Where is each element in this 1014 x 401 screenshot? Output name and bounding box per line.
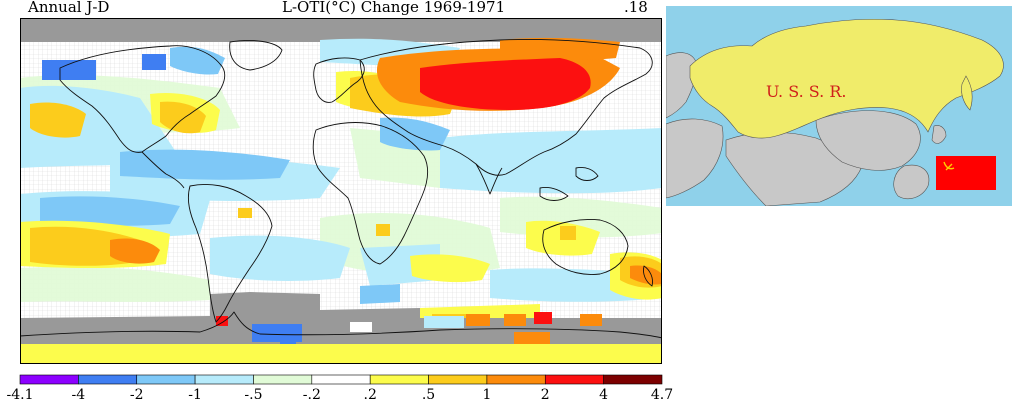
scale-bin-3 xyxy=(195,375,253,384)
scale-bin-2 xyxy=(137,375,195,384)
temperature-change-map xyxy=(20,18,662,364)
scale-bin-5 xyxy=(312,375,370,384)
scale-tick-label: -4.1 xyxy=(7,387,34,401)
scale-tick-label: -.5 xyxy=(244,387,262,401)
scale-tick-label: -.2 xyxy=(303,387,321,401)
ussr-label: U. S. S. R. xyxy=(766,82,846,101)
map-title: L-OTI(°C) Change 1969-1971 xyxy=(282,0,505,16)
scale-tick-label: -4 xyxy=(72,387,86,401)
scale-bin-8 xyxy=(487,375,545,384)
south-polar-yellow-band xyxy=(20,344,662,364)
scale-bin-4 xyxy=(253,375,311,384)
ussr-inset-map: U. S. S. R. xyxy=(666,6,1012,206)
scale-tick-label: 4 xyxy=(599,387,608,401)
scale-bin-10 xyxy=(604,375,662,384)
scale-tick-label: .5 xyxy=(422,387,435,401)
soviet-flag xyxy=(936,156,996,190)
map-subtitle-period: Annual J-D xyxy=(28,0,109,16)
scale-tick-label: -1 xyxy=(188,387,202,401)
color-scale-legend: -4.1 -4 -2 -1 -.5 -.2 .2 .5 1 2 4 4.7 xyxy=(0,374,690,401)
scale-tick-label: 2 xyxy=(541,387,550,401)
scale-bin-7 xyxy=(429,375,487,384)
scale-tick-label: -2 xyxy=(130,387,144,401)
scale-tick-label: .2 xyxy=(364,387,377,401)
scale-bin-1 xyxy=(78,375,136,384)
scale-bin-0 xyxy=(20,375,78,384)
scale-bin-9 xyxy=(545,375,603,384)
scale-tick-label: 1 xyxy=(482,387,491,401)
global-mean-value: .18 xyxy=(624,0,648,16)
scale-bin-6 xyxy=(370,375,428,384)
scale-tick-label: 4.7 xyxy=(651,387,673,401)
